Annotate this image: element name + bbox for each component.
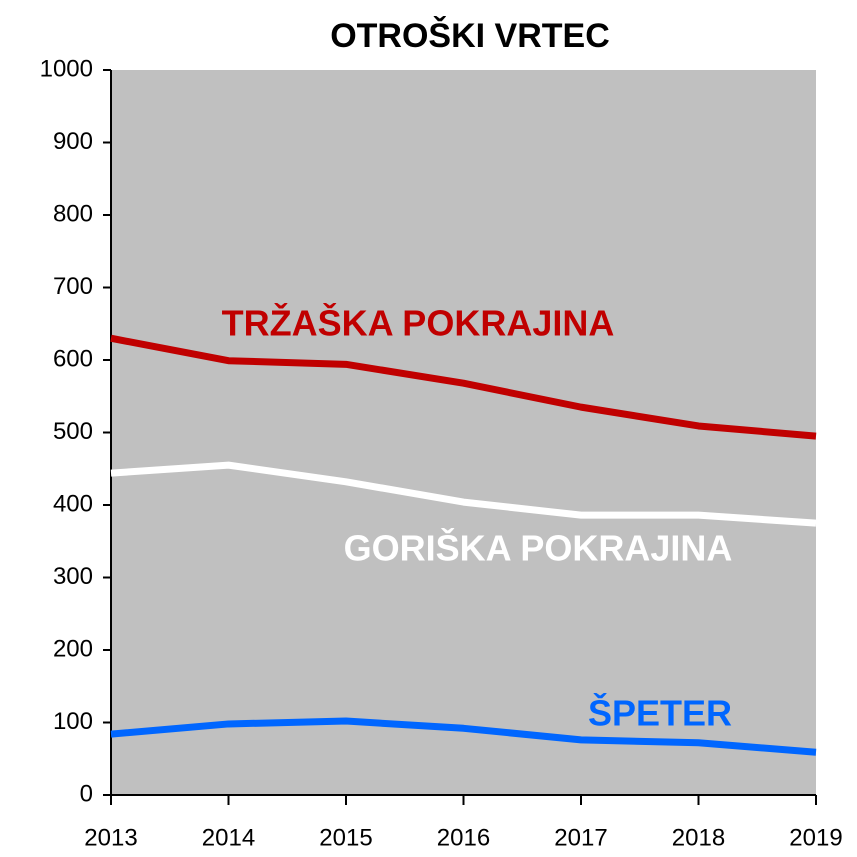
- series-line: [110, 461, 817, 527]
- y-tick-label: 900: [53, 128, 93, 155]
- x-tick-label: 2013: [84, 824, 137, 851]
- y-tick-label: 1000: [40, 55, 93, 82]
- y-tick-label: 600: [53, 345, 93, 372]
- series-label: ŠPETER: [588, 692, 732, 734]
- x-tick-label: 2018: [672, 824, 725, 851]
- series-line: [110, 334, 817, 440]
- series-label: GORIŠKA POKRAJINA: [344, 527, 733, 569]
- series-label: TRŽAŠKA POKRAJINA: [222, 302, 615, 344]
- y-tick-label: 700: [53, 273, 93, 300]
- x-tick-label: 2014: [202, 824, 255, 851]
- y-tick-label: 100: [53, 708, 93, 735]
- y-tick-label: 300: [53, 563, 93, 590]
- y-tick-label: 0: [80, 780, 93, 807]
- x-tick-label: 2016: [437, 824, 490, 851]
- series-line: [110, 717, 817, 756]
- y-tick-label: 800: [53, 200, 93, 227]
- y-tick-label: 400: [53, 490, 93, 517]
- x-tick-label: 2015: [319, 824, 372, 851]
- chart-title: OTROŠKI VRTEC: [330, 16, 610, 55]
- plot-area: [111, 70, 816, 795]
- y-tick-label: 200: [53, 635, 93, 662]
- x-tick-label: 2017: [554, 824, 607, 851]
- x-tick-label: 2019: [789, 824, 842, 851]
- y-tick-label: 500: [53, 418, 93, 445]
